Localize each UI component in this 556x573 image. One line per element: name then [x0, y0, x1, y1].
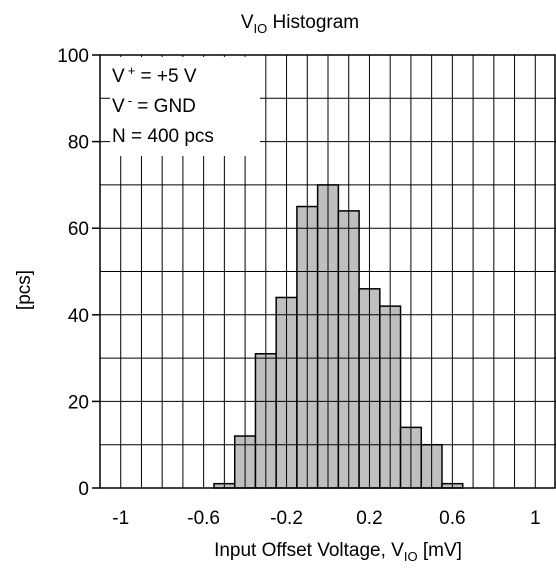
y-tick-label: 40	[68, 306, 89, 327]
y-axis-label: [pcs]	[14, 270, 35, 310]
annotation-line-1-pre: V	[112, 66, 125, 87]
annotation-line-2-pre: V	[112, 96, 125, 117]
y-tick-label: 100	[57, 46, 89, 67]
plot-frame	[99, 54, 556, 489]
y-tick-label: 20	[68, 392, 89, 413]
annotation-line-2-sup: -	[128, 93, 132, 108]
y-tick-label: 80	[68, 133, 89, 154]
grid-layer	[100, 55, 556, 488]
annotation-box: V + = +5 V V- = GND N = 400 pcs	[110, 57, 260, 156]
y-ticks-layer: 0 20 40 60 80 100	[57, 46, 100, 500]
x-tick-label: 0.2	[356, 508, 382, 529]
x-axis-label-main: Input Offset Voltage, V	[214, 540, 404, 561]
annotation-background	[110, 57, 260, 156]
chart-title-main: V	[241, 12, 254, 33]
annotation-line-3: N = 400 pcs	[112, 126, 214, 147]
x-tick-label: -1	[112, 508, 129, 529]
x-axis-label-sub: IO	[404, 549, 418, 564]
y-tick-label: 60	[68, 219, 89, 240]
x-ticks-layer: -1 -0.6 -0.2 0.2 0.6 1	[112, 508, 540, 529]
annotation-line-1: V + = +5 V	[112, 63, 197, 87]
annotation-line-1-sup: +	[128, 63, 136, 78]
annotation-line-1-post: = +5 V	[135, 66, 197, 87]
annotation-line-2: V- = GND	[112, 93, 196, 117]
y-tick-label: 0	[78, 479, 89, 500]
chart-title-sub: IO	[254, 21, 268, 36]
chart-title: VIO Histogram	[241, 12, 359, 36]
x-tick-label: 1	[530, 508, 541, 529]
annotation-line-2-post: = GND	[132, 96, 196, 117]
x-tick-label: -0.2	[270, 508, 303, 529]
x-axis-label-suffix: [mV]	[418, 540, 462, 561]
x-axis-label: Input Offset Voltage, VIO [mV]	[214, 540, 462, 564]
chart-title-suffix: Histogram	[267, 12, 359, 33]
bars-layer	[213, 184, 464, 489]
x-tick-label: 0.6	[439, 508, 465, 529]
x-tick-label: -0.6	[187, 508, 220, 529]
